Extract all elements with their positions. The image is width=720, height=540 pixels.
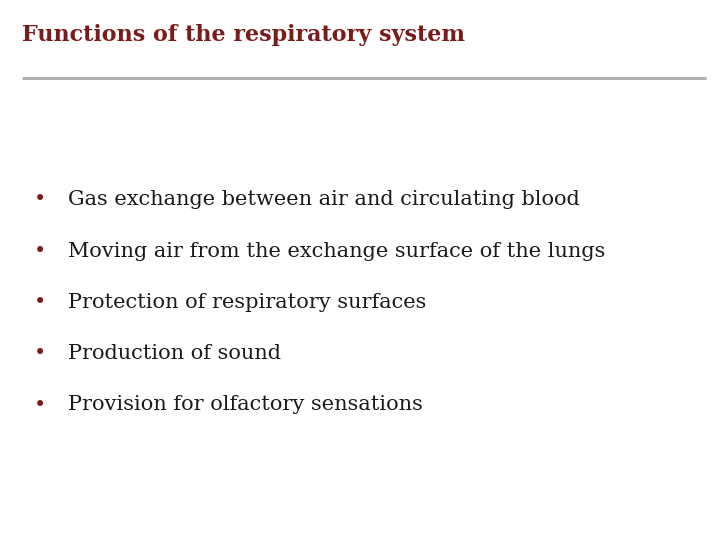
Text: Functions of the respiratory system: Functions of the respiratory system xyxy=(22,24,464,46)
Text: Protection of respiratory surfaces: Protection of respiratory surfaces xyxy=(68,293,427,312)
Text: •: • xyxy=(33,190,46,210)
Text: •: • xyxy=(33,293,46,312)
Text: Production of sound: Production of sound xyxy=(68,344,282,363)
Text: •: • xyxy=(33,241,46,261)
Text: Provision for olfactory sensations: Provision for olfactory sensations xyxy=(68,395,423,415)
Text: •: • xyxy=(33,344,46,363)
Text: Moving air from the exchange surface of the lungs: Moving air from the exchange surface of … xyxy=(68,241,606,261)
Text: •: • xyxy=(33,395,46,415)
Text: Gas exchange between air and circulating blood: Gas exchange between air and circulating… xyxy=(68,190,580,210)
